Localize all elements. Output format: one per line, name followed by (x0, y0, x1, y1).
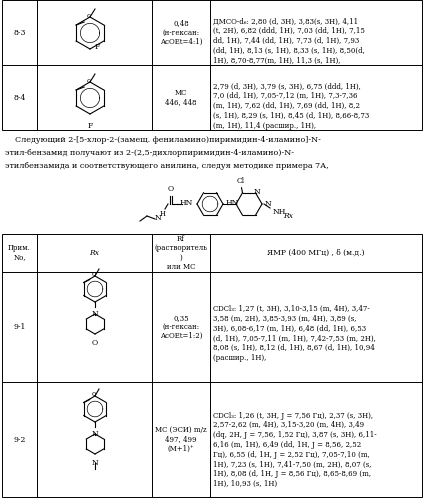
Text: 0,35
(н-гексан:
AcOEt=1:2): 0,35 (н-гексан: AcOEt=1:2) (160, 314, 202, 340)
Text: Rx: Rx (89, 249, 100, 257)
Text: N: N (92, 430, 98, 438)
Text: HN: HN (179, 199, 192, 207)
Text: МС
446, 448: МС 446, 448 (165, 89, 197, 106)
Text: ДМСО-d₆: 2,80 (d, 3H), 3,83(s, 3H), 4,11
(t, 2H), 6,82 (ddd, 1H), 7,03 (dd, 1H),: ДМСО-d₆: 2,80 (d, 3H), 3,83(s, 3H), 4,11… (213, 17, 365, 65)
Text: Rx: Rx (283, 212, 293, 220)
Text: F: F (94, 43, 100, 51)
Text: Прим.
No,: Прим. No, (8, 245, 31, 261)
Text: O: O (168, 185, 174, 193)
Text: Следующий 2-[5-хлор-2-(замещ. фениламино)пиримидин-4-иламино]-N-: Следующий 2-[5-хлор-2-(замещ. фениламино… (5, 136, 321, 144)
Text: МС (ЭСИ) m/z
497, 499
(M+1)⁺: МС (ЭСИ) m/z 497, 499 (M+1)⁺ (155, 426, 207, 453)
Text: N: N (92, 459, 98, 467)
Text: этилбензамида и соответствующего анилина, следуя методике примера 7А,: этилбензамида и соответствующего анилина… (5, 162, 329, 170)
Text: 8-4: 8-4 (13, 93, 26, 101)
Text: o: o (92, 390, 96, 398)
Text: N: N (253, 188, 260, 196)
Text: 8-3: 8-3 (13, 28, 26, 36)
Text: H: H (160, 210, 166, 218)
Text: N: N (265, 200, 272, 208)
Text: NH: NH (273, 208, 286, 216)
Text: 9-2: 9-2 (13, 436, 26, 444)
Text: o: o (86, 12, 90, 20)
Text: F: F (87, 122, 92, 130)
Text: ЯМР (400 МГц) , δ (м.д.): ЯМР (400 МГц) , δ (м.д.) (267, 249, 365, 257)
Text: N: N (155, 214, 162, 222)
Text: o: o (92, 269, 96, 277)
Text: 0,48
(н-гексан:
AcOEt=4:1): 0,48 (н-гексан: AcOEt=4:1) (160, 19, 202, 46)
Text: Cl: Cl (237, 177, 245, 185)
Text: CDCl₃: 1,26 (t, 3H, J = 7,56 Гц), 2,37 (s, 3H),
2,57-2,62 (m, 4H), 3,15-3,20 (m,: CDCl₃: 1,26 (t, 3H, J = 7,56 Гц), 2,37 (… (213, 412, 377, 488)
Text: 9-1: 9-1 (13, 323, 26, 331)
Text: N: N (92, 310, 98, 318)
Bar (2, 0, 422, 130)
Text: o: o (86, 77, 90, 85)
Text: O: O (92, 339, 98, 347)
Text: этил-бензамид получают из 2-(2,5-дихлорпиримидин-4-иламино)-N-: этил-бензамид получают из 2-(2,5-дихлорп… (5, 149, 294, 157)
Text: CDCl₃: 1,27 (t, 3H), 3,10-3,15 (m, 4H), 3,47-
3,58 (m, 2H), 3,85-3,93 (m, 4H), 3: CDCl₃: 1,27 (t, 3H), 3,10-3,15 (m, 4H), … (213, 305, 376, 362)
Text: HN: HN (225, 199, 239, 207)
Bar (2, 234, 422, 497)
Text: Rf
(растворитель
)
или МС: Rf (растворитель ) или МС (155, 235, 207, 271)
Text: 2,79 (d, 3H), 3,79 (s, 3H), 6,75 (ddd, 1H),
7,0 (dd, 1H), 7,05-7,12 (m, 1H), 7,3: 2,79 (d, 3H), 3,79 (s, 3H), 6,75 (ddd, 1… (213, 82, 369, 130)
